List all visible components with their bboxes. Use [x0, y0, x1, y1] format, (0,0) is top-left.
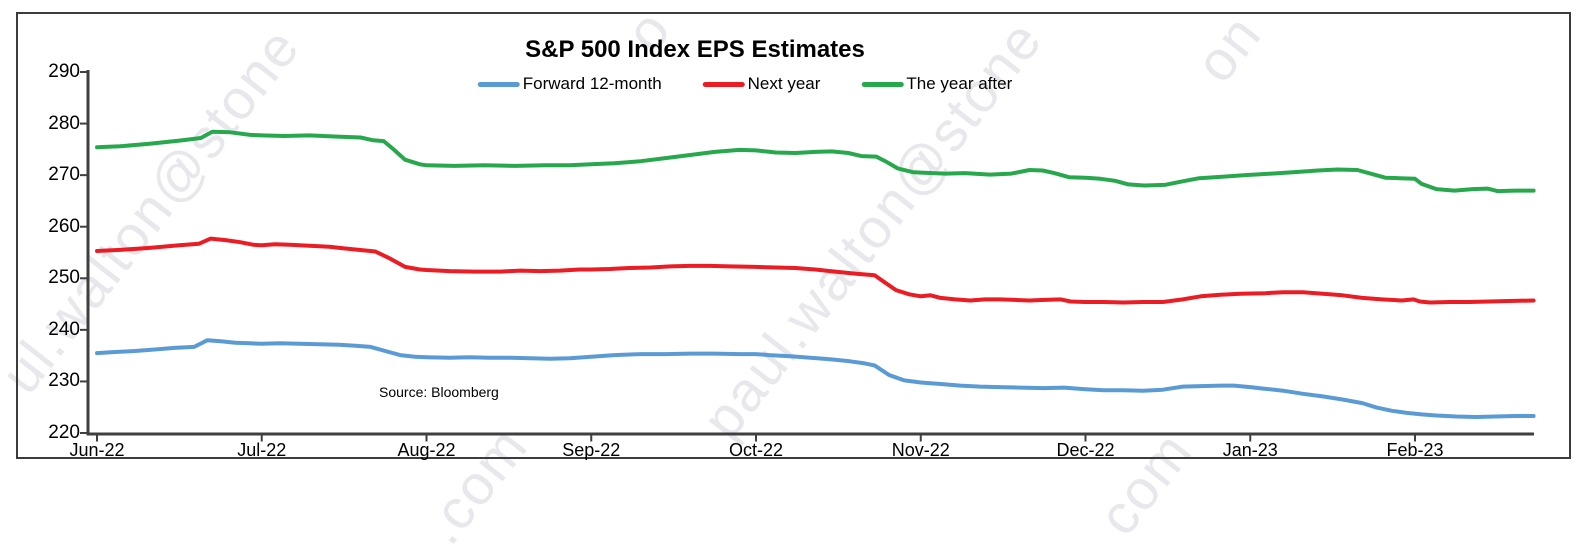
- eps-estimates-line-chart: [80, 70, 1536, 442]
- x-axis-label: Oct-22: [728, 440, 784, 460]
- y-axis-label: 270: [48, 164, 80, 186]
- legend-item: The year after: [861, 74, 1012, 94]
- x-axis-label: Jan-23: [1222, 440, 1278, 460]
- y-axis-label: 240: [48, 318, 80, 340]
- legend-label: Next year: [747, 74, 821, 93]
- y-axis-label: 220: [48, 422, 80, 443]
- y-axis-label: 230: [48, 370, 80, 392]
- y-axis-label: 290: [48, 61, 80, 82]
- source-note: Source: Bloomberg: [379, 384, 499, 400]
- legend-item: Next year: [702, 74, 821, 94]
- y-axis-label: 250: [48, 267, 80, 289]
- legend-label: Forward 12-month: [522, 74, 662, 93]
- chart-outer-border: [16, 12, 1571, 459]
- x-axis-label: Jul-22: [237, 440, 287, 460]
- chart-legend: Forward 12-month Next year The year after: [477, 74, 1012, 94]
- x-axis-label: Jun-22: [69, 440, 125, 460]
- series-line-the-year-after: [95, 129, 1536, 194]
- x-axis-label: Dec-22: [1056, 440, 1115, 460]
- legend-swatch: [861, 81, 904, 87]
- y-axis-label: 260: [48, 215, 80, 237]
- x-axis-label: Sep-22: [562, 440, 621, 460]
- x-axis-label: Aug-22: [397, 440, 456, 460]
- legend-swatch: [702, 81, 745, 87]
- y-axis-label: 280: [48, 112, 80, 134]
- chart-title: S&P 500 Index EPS Estimates: [525, 36, 865, 63]
- series-line-next-year: [95, 236, 1536, 305]
- legend-swatch: [477, 81, 520, 87]
- x-axis-label: Nov-22: [891, 440, 950, 460]
- x-axis-label: Feb-23: [1386, 440, 1444, 460]
- series-line-forward-12-month: [95, 338, 1536, 419]
- legend-label: The year after: [906, 74, 1013, 93]
- legend-item: Forward 12-month: [477, 74, 662, 94]
